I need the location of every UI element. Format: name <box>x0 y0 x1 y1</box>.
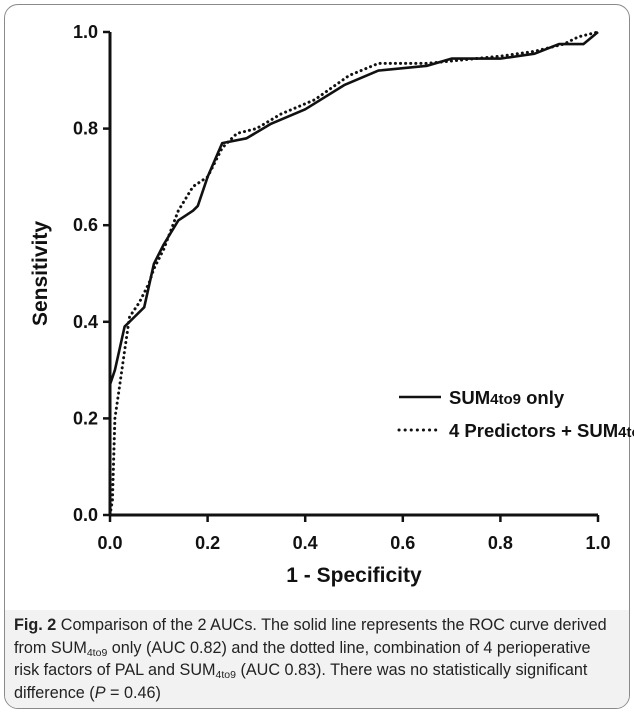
y-tick-label: 0.4 <box>73 312 98 332</box>
caption-text-4: = 0.46) <box>105 683 161 702</box>
figure-caption: Fig. 2 Comparison of the 2 AUCs. The sol… <box>14 614 620 704</box>
y-tick-label: 0.6 <box>73 215 98 235</box>
caption-sub-1: 4to9 <box>86 646 108 659</box>
legend: SUM4to9 only 4 Predictors + SUM4to9 <box>397 387 634 441</box>
y-axis-title: Sensitivity <box>29 221 52 326</box>
x-axis-title: 1 - Specificity <box>286 564 422 587</box>
figure-frame <box>4 4 630 709</box>
caption-text-3: (AUC 0.83). There was no statistically s… <box>14 661 588 702</box>
caption-background <box>5 610 629 708</box>
series-line-2 <box>108 30 600 517</box>
legend-label-1: SUM4to9 only <box>449 387 565 408</box>
x-tick-label: 0.2 <box>195 533 220 553</box>
caption-sub-2: 4to9 <box>215 669 236 681</box>
x-tick-label: 1.0 <box>585 533 610 553</box>
x-tick-label: 0.6 <box>390 533 415 553</box>
ticks: 0.0 0.2 0.4 0.6 0.8 1.0 0.0 0.2 0.4 0.6 0.8 1.0 <box>73 22 611 553</box>
caption-p-italic: P <box>94 683 106 702</box>
legend-label-2: 4 Predictors + SUM4to9 <box>449 420 634 441</box>
y-tick-label: 0.8 <box>73 119 98 139</box>
x-tick-label: 0.4 <box>293 533 318 553</box>
y-tick-label: 0.0 <box>73 505 98 525</box>
caption-text-2: only (AUC 0.82) and the dotted line, com… <box>14 638 591 680</box>
axes: 1 - Specificity Sensitivity <box>29 32 598 587</box>
caption-text-1: Comparison of the 2 AUCs. The solid line… <box>14 616 607 657</box>
y-tick-label: 0.2 <box>73 408 98 428</box>
x-tick-label: 0.8 <box>488 533 513 553</box>
series-lines <box>108 30 600 517</box>
x-tick-label: 0.0 <box>97 533 122 553</box>
caption-fig-label: Fig. 2 <box>14 616 57 634</box>
y-tick-label: 1.0 <box>73 22 98 42</box>
series-line-1 <box>108 30 599 515</box>
